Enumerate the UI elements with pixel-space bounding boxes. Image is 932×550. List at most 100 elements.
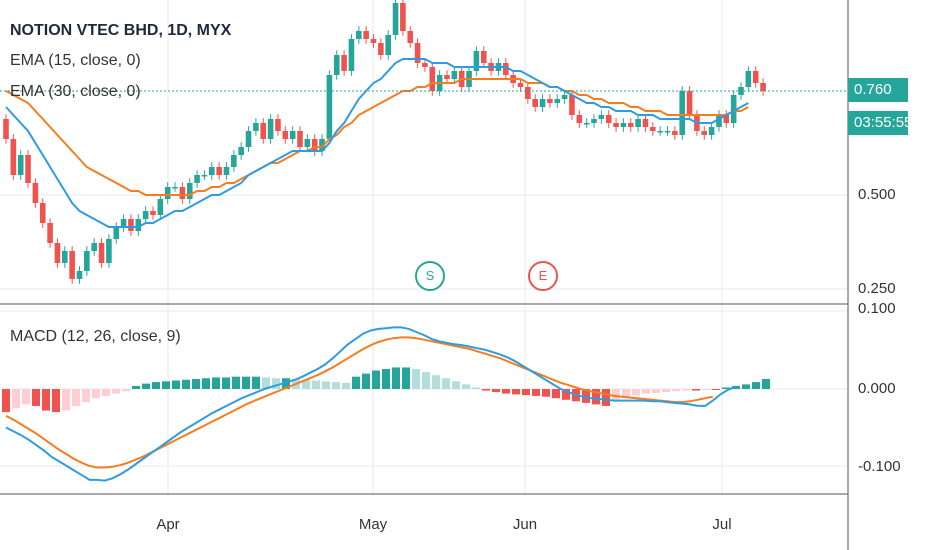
candle-body — [576, 115, 583, 123]
candle-body — [172, 187, 178, 189]
candle-body — [135, 219, 142, 231]
last-price-tag: 0.760 — [848, 78, 908, 102]
candle-body — [539, 99, 546, 107]
candle-body — [201, 175, 208, 177]
split-marker[interactable]: S — [415, 261, 445, 291]
histogram-bar — [22, 389, 30, 405]
candle-body — [429, 67, 436, 91]
histogram-bar — [112, 389, 120, 394]
candle-body — [157, 199, 164, 215]
candle-body — [356, 31, 362, 39]
candlesticks — [3, 0, 766, 284]
candle-body — [583, 123, 590, 125]
candle-body — [378, 43, 384, 55]
candle-body — [54, 243, 61, 263]
candle-body — [267, 119, 274, 139]
candle-body — [400, 3, 406, 31]
candle-body — [150, 211, 156, 215]
histogram-bar — [342, 382, 350, 389]
candle-body — [319, 139, 325, 151]
histogram-bar — [672, 389, 680, 392]
histogram-bar — [122, 389, 130, 392]
candle-body — [517, 83, 524, 87]
candle-body — [752, 71, 759, 83]
candle-body — [260, 123, 267, 139]
candle-body — [113, 227, 120, 239]
candle-body — [723, 115, 730, 123]
histogram-bar — [352, 376, 360, 389]
candle-body — [686, 91, 693, 115]
candle-body — [209, 167, 215, 175]
candle-body — [620, 123, 627, 127]
candle-body — [532, 99, 538, 107]
candle-body — [525, 87, 531, 99]
histogram-bar — [62, 389, 70, 411]
histogram-bar — [752, 382, 760, 389]
candle-body — [10, 139, 17, 175]
histogram-bar — [182, 379, 190, 389]
histogram-bar — [232, 376, 240, 389]
candle-body — [716, 115, 722, 127]
candle-body — [47, 223, 53, 243]
candle-body — [25, 155, 31, 183]
candle-body — [289, 131, 296, 139]
candle-body — [216, 167, 222, 175]
histogram-bar — [412, 368, 420, 389]
histogram-bar — [522, 389, 530, 396]
histogram-bar — [2, 389, 10, 413]
countdown-tag: 03:55:55 — [848, 111, 912, 135]
candle-body — [84, 251, 90, 271]
candle-body — [62, 251, 68, 263]
candle-body — [120, 219, 127, 227]
candle-body — [385, 35, 391, 55]
candle-body — [642, 119, 649, 127]
candle-body — [238, 147, 244, 155]
candle-body — [503, 63, 509, 75]
candle-body — [708, 127, 715, 135]
histogram-bar — [132, 385, 140, 389]
candle-body — [760, 83, 766, 91]
histogram-bar — [422, 372, 430, 389]
histogram-bar — [552, 389, 560, 399]
histogram-bar — [592, 389, 600, 405]
ema15-line — [5, 58, 749, 228]
candle-body — [392, 3, 399, 35]
candle-body — [179, 187, 186, 199]
candle-body — [164, 187, 171, 199]
histogram-bar — [222, 377, 230, 389]
histogram-bar — [332, 382, 340, 389]
histogram-bar — [262, 377, 270, 389]
candle-body — [253, 123, 259, 131]
histogram-bar — [472, 387, 480, 389]
earnings-marker[interactable]: E — [528, 261, 558, 291]
histogram-bar — [32, 389, 40, 406]
candle-body — [348, 39, 355, 71]
price-tick: 0.250 — [858, 280, 896, 297]
histogram-bar — [632, 389, 640, 396]
histogram-bar — [502, 389, 510, 394]
time-tick-may: May — [358, 516, 388, 533]
histogram-bar — [12, 389, 20, 409]
histogram-bar — [372, 370, 380, 389]
candle-body — [605, 115, 612, 123]
macd-legend: MACD (12, 26, close, 9) — [10, 328, 181, 345]
candle-body — [106, 239, 112, 263]
histogram-bar — [382, 368, 390, 389]
candle-body — [231, 155, 237, 167]
candle-body — [32, 183, 39, 203]
candle-body — [635, 119, 641, 127]
histogram-bar — [242, 376, 250, 389]
histogram-bar — [732, 385, 740, 389]
time-tick-jun: Jun — [512, 516, 538, 533]
candle-body — [613, 123, 619, 127]
candle-body — [91, 243, 97, 251]
histogram-bar — [512, 389, 520, 395]
candle-body — [422, 63, 428, 67]
histogram-bar — [212, 377, 220, 389]
histogram-bar — [492, 389, 500, 393]
macd-tick: 0.100 — [858, 300, 896, 317]
candle-body — [664, 131, 671, 133]
candle-body — [326, 75, 333, 139]
price-tick: 0.500 — [858, 186, 896, 203]
